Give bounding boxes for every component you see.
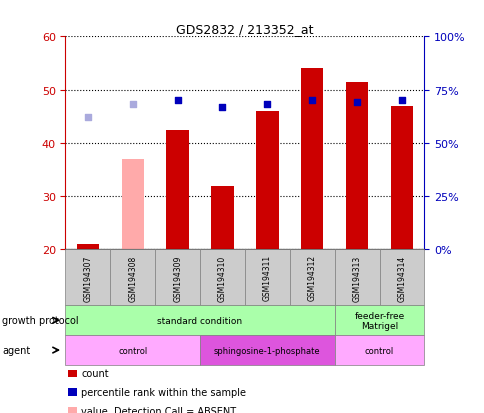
Point [84, 115, 91, 121]
Text: growth protocol: growth protocol [2, 316, 79, 325]
Text: GSM194307: GSM194307 [83, 254, 92, 301]
Point [129, 102, 136, 109]
Text: GSM194310: GSM194310 [217, 255, 227, 301]
Bar [390, 106, 412, 250]
Point [263, 102, 271, 109]
Point [352, 100, 360, 107]
Bar [211, 186, 233, 250]
Text: agent: agent [2, 345, 30, 355]
Text: value, Detection Call = ABSENT: value, Detection Call = ABSENT [81, 406, 236, 413]
Point [173, 98, 181, 104]
Bar [166, 130, 188, 250]
Text: GSM194314: GSM194314 [396, 255, 406, 301]
Text: count: count [81, 368, 109, 378]
Text: GSM194308: GSM194308 [128, 255, 137, 301]
Text: control: control [118, 346, 147, 355]
Point [308, 98, 316, 104]
Title: GDS2832 / 213352_at: GDS2832 / 213352_at [176, 23, 313, 36]
Text: sphingosine-1-phosphate: sphingosine-1-phosphate [213, 346, 320, 355]
Text: GSM194309: GSM194309 [173, 254, 182, 301]
Text: control: control [364, 346, 393, 355]
Text: GSM194313: GSM194313 [352, 255, 361, 301]
Bar [76, 244, 99, 250]
Text: percentile rank within the sample: percentile rank within the sample [81, 387, 246, 397]
Text: GSM194312: GSM194312 [307, 255, 316, 301]
Bar [301, 69, 323, 250]
Bar [256, 112, 278, 250]
Point [397, 98, 405, 104]
Text: feeder-free
Matrigel: feeder-free Matrigel [354, 311, 404, 330]
Bar [121, 159, 144, 250]
Bar [345, 82, 367, 250]
Text: standard condition: standard condition [157, 316, 242, 325]
Text: GSM194311: GSM194311 [262, 255, 272, 301]
Point [218, 104, 226, 111]
